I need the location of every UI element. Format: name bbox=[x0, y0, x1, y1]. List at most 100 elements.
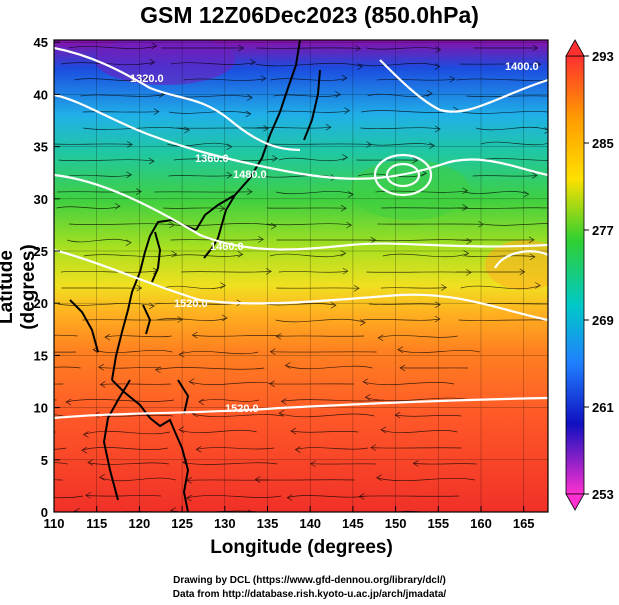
streamline-arrow bbox=[104, 333, 111, 341]
contour-label-6: 1520.0 bbox=[225, 403, 259, 415]
streamline bbox=[98, 366, 162, 369]
geopotential-contours bbox=[54, 46, 548, 420]
streamline-arrow bbox=[65, 398, 72, 406]
streamline-arrow bbox=[237, 251, 244, 258]
streamline bbox=[54, 414, 64, 417]
warm-area bbox=[485, 240, 548, 290]
streamline-arrow bbox=[441, 284, 447, 291]
streamline bbox=[264, 303, 336, 306]
streamline bbox=[380, 429, 458, 433]
streamline bbox=[83, 430, 171, 435]
streamline-arrow bbox=[544, 127, 548, 134]
streamline bbox=[92, 349, 173, 354]
streamline bbox=[381, 207, 468, 209]
streamline-arrow bbox=[272, 155, 278, 162]
streamline bbox=[57, 191, 142, 193]
streamline bbox=[478, 158, 548, 161]
streamline-arrow bbox=[466, 237, 473, 245]
streamline bbox=[186, 495, 282, 499]
streamline-arrow bbox=[560, 318, 565, 324]
streamline bbox=[456, 78, 548, 81]
streamline bbox=[466, 95, 548, 97]
x-tick-label: 120 bbox=[129, 516, 151, 531]
streamline bbox=[156, 317, 228, 321]
streamline-arrow bbox=[412, 156, 419, 164]
streamline-arrow bbox=[114, 202, 121, 210]
streamline bbox=[181, 271, 272, 273]
streamline bbox=[74, 77, 149, 81]
streamline bbox=[198, 399, 260, 403]
streamline-arrow bbox=[364, 394, 371, 401]
streamline-arrow bbox=[412, 460, 419, 467]
streamline-arrow bbox=[555, 94, 560, 100]
streamline bbox=[359, 495, 460, 497]
grid-lines bbox=[54, 40, 548, 512]
streamline-arrow bbox=[330, 302, 337, 309]
streamline bbox=[480, 303, 548, 305]
streamline bbox=[54, 334, 78, 337]
streamline bbox=[54, 447, 67, 450]
streamline bbox=[189, 381, 274, 385]
colorbar-label: 285 bbox=[592, 136, 614, 151]
streamline-arrow bbox=[380, 426, 387, 434]
streamline-arrow bbox=[523, 190, 530, 198]
streamline bbox=[81, 447, 168, 451]
streamline-arrow bbox=[434, 125, 441, 133]
streamline bbox=[54, 143, 133, 145]
streamline-arrow bbox=[195, 446, 202, 453]
streamline-arrow bbox=[3, 364, 8, 370]
contour-label-3: 1480.0 bbox=[233, 169, 267, 181]
x-tick-label: 150 bbox=[385, 516, 407, 531]
streamline bbox=[54, 462, 68, 465]
streamline-arrow bbox=[478, 220, 485, 228]
streamline-arrow bbox=[555, 111, 560, 117]
streamline-arrow bbox=[449, 75, 456, 83]
chart-title: GSM 12Z06Dec2023 (850.0hPa) bbox=[140, 2, 479, 28]
streamline-arrow bbox=[238, 44, 245, 52]
streamline-arrow bbox=[135, 188, 142, 195]
colorbar-label: 269 bbox=[592, 313, 614, 328]
streamline-arrow bbox=[221, 314, 228, 322]
streamline bbox=[360, 127, 441, 130]
y-tick-label: 10 bbox=[34, 401, 48, 416]
streamline bbox=[458, 319, 548, 321]
streamline-arrow bbox=[359, 319, 366, 326]
streamline-arrow bbox=[98, 363, 104, 371]
streamline bbox=[276, 190, 354, 195]
streamline-arrow bbox=[171, 250, 178, 258]
streamline-arrow bbox=[340, 204, 347, 212]
streamline-arrow bbox=[353, 284, 360, 292]
streamline bbox=[267, 110, 350, 113]
streamline-arrow bbox=[260, 75, 267, 82]
low-pressure-area bbox=[350, 160, 470, 220]
contour-label-2: 1360.0 bbox=[195, 153, 229, 165]
streamline bbox=[273, 94, 341, 97]
plot-frame bbox=[53, 39, 549, 513]
streamline-arrow bbox=[127, 141, 133, 148]
streamline bbox=[178, 429, 257, 434]
y-tick-label: 15 bbox=[34, 348, 48, 363]
streamline bbox=[465, 255, 535, 258]
streamline-arrow bbox=[99, 474, 105, 481]
streamline-arrow bbox=[226, 143, 233, 151]
streamline bbox=[99, 477, 176, 482]
streamline-arrow bbox=[125, 239, 132, 246]
streamline-arrow bbox=[535, 60, 542, 68]
streamline-arrow bbox=[126, 171, 133, 179]
y-tick-label: 40 bbox=[34, 87, 48, 102]
streamline bbox=[269, 252, 346, 258]
x-tick-label: 155 bbox=[427, 516, 449, 531]
credit-data: Data from http://database.rish.kyoto-u.a… bbox=[172, 589, 447, 600]
x-axis-ticks: 110 115 120 125 130 135 140 145 150 155 160 165 bbox=[44, 506, 535, 531]
streamline-arrow bbox=[370, 444, 377, 451]
streamline bbox=[85, 495, 161, 497]
streamline-arrow bbox=[149, 302, 155, 310]
colorbar-labels: 293 285 277 269 261 253 bbox=[584, 49, 614, 502]
streamline bbox=[83, 253, 177, 257]
streamline-arrow bbox=[290, 427, 297, 435]
x-tick-label: 140 bbox=[299, 516, 321, 531]
streamline-arrow bbox=[136, 284, 143, 292]
streamline bbox=[60, 270, 159, 273]
contour-label-5: 1520.0 bbox=[174, 298, 208, 310]
